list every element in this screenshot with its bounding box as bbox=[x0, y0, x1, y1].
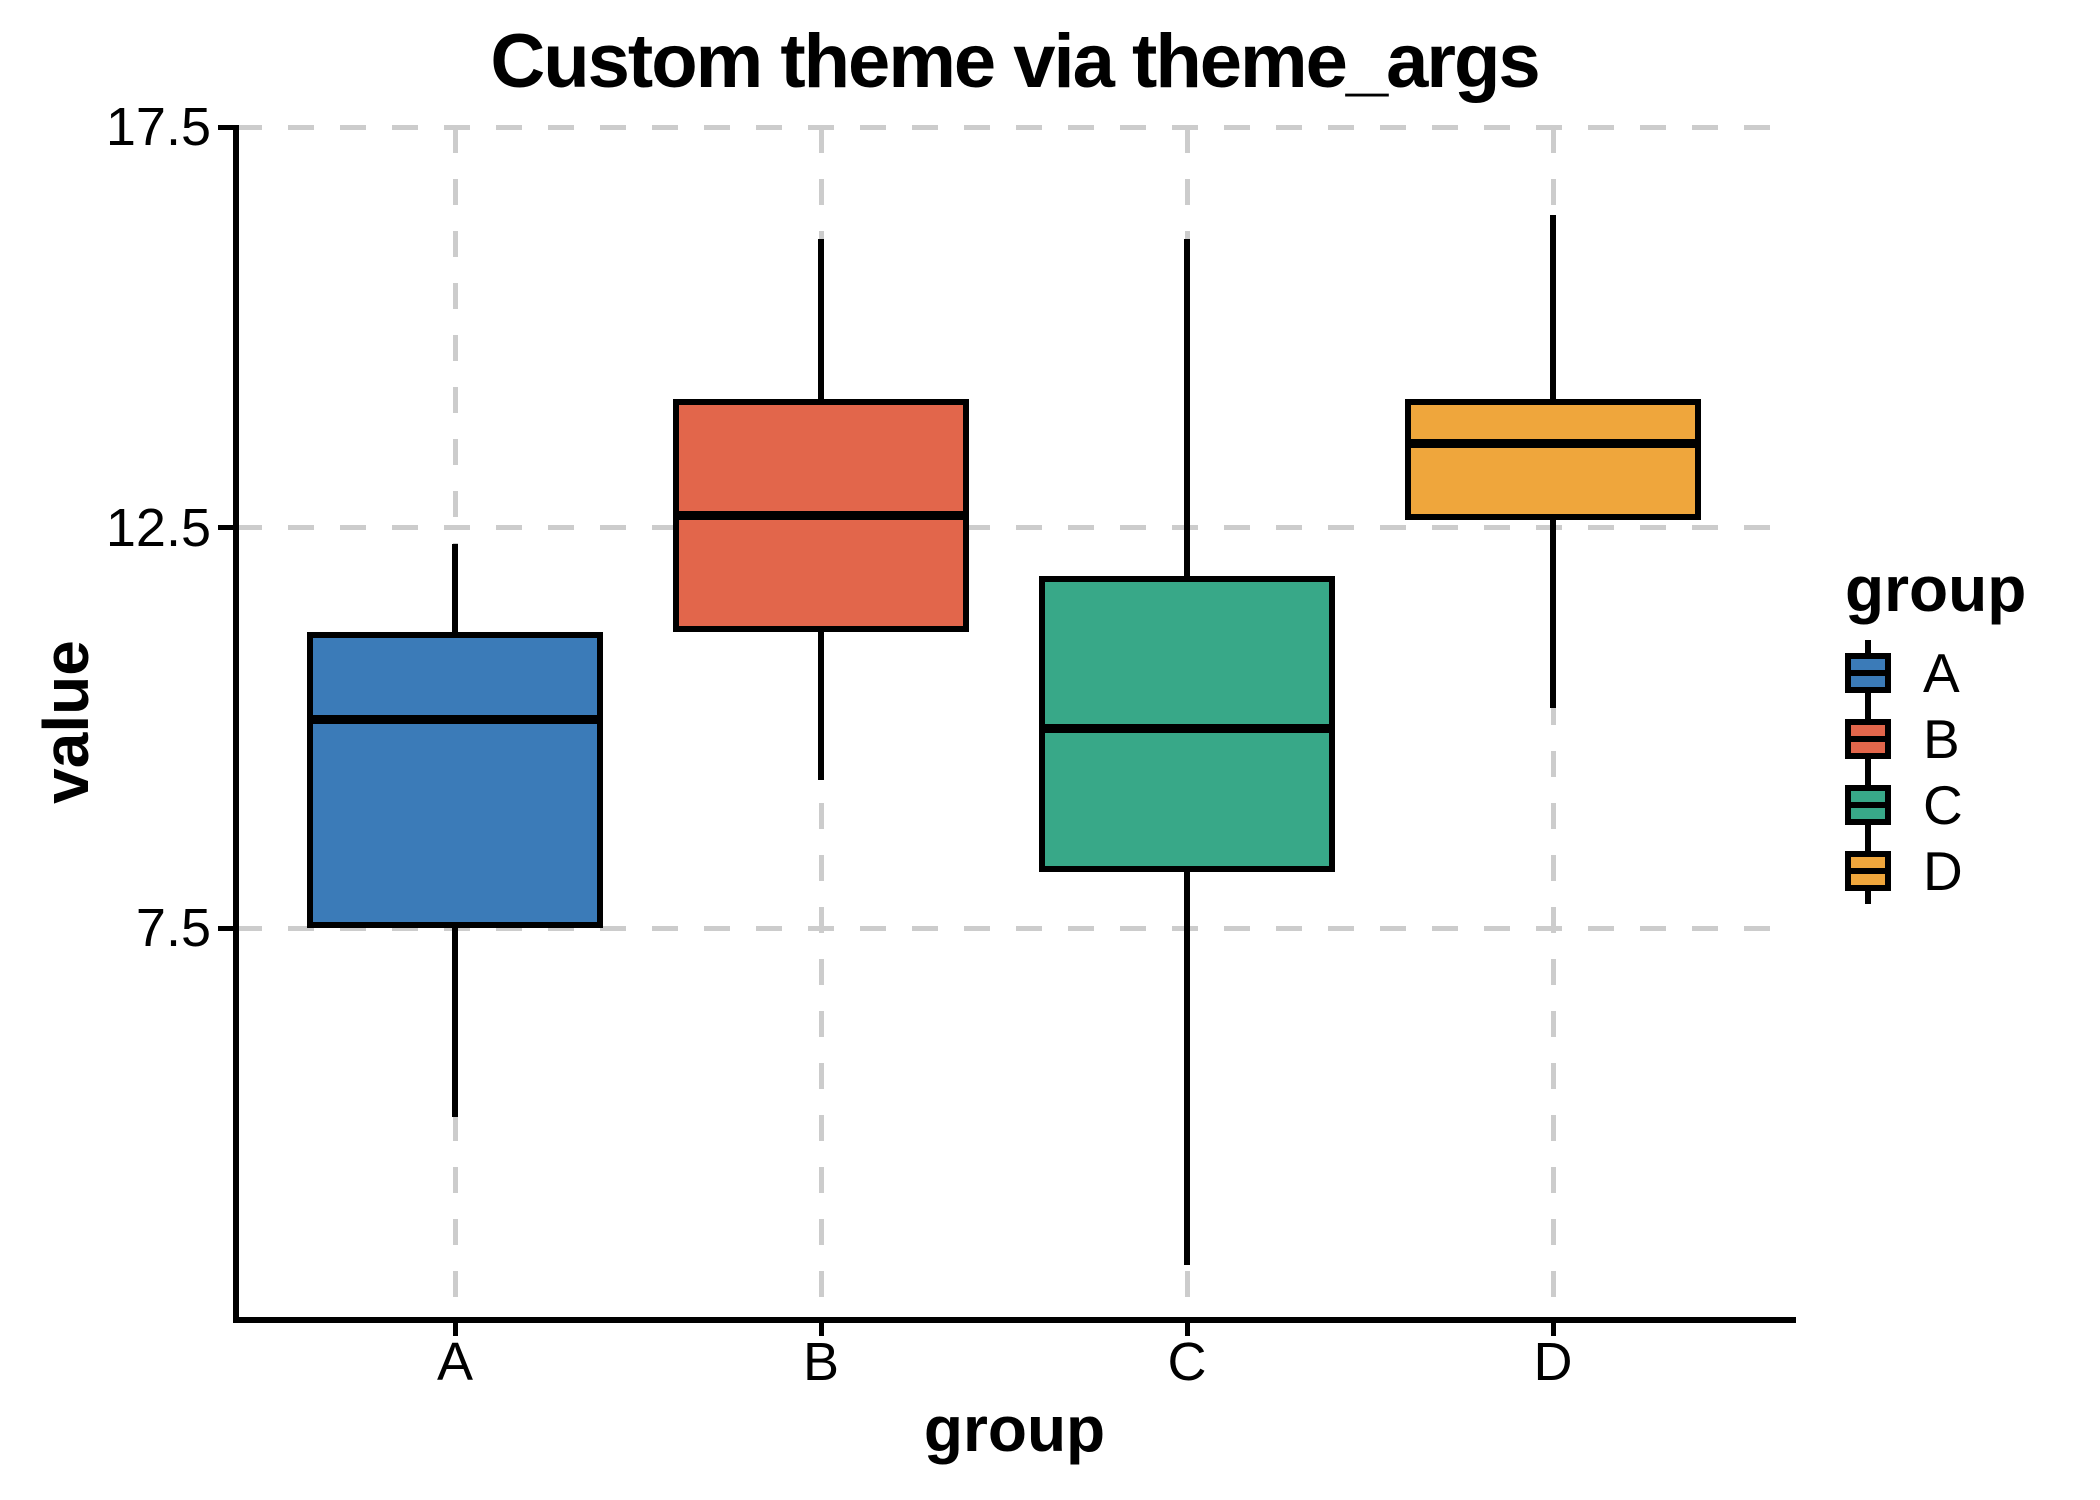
legend-entry-C: C bbox=[1845, 772, 2026, 838]
legend-label-A: A bbox=[1923, 642, 1960, 704]
median-D bbox=[1408, 439, 1698, 449]
legend-key-boxplot-icon-C bbox=[1845, 772, 1891, 838]
whisker-lower-C bbox=[1184, 872, 1190, 1265]
y-axis-spine bbox=[233, 125, 239, 1323]
legend-label-C: C bbox=[1923, 774, 1963, 836]
x-tickmark-D bbox=[1550, 1320, 1556, 1336]
whisker-lower-B bbox=[818, 631, 824, 781]
x-tick-label-D: D bbox=[1533, 1332, 1573, 1392]
legend-key-part bbox=[1865, 759, 1871, 772]
whisker-upper-B bbox=[818, 239, 824, 400]
gridline-y-12.5 bbox=[236, 525, 1793, 531]
legend-entry-A: A bbox=[1845, 640, 2026, 706]
whisker-upper-D bbox=[1550, 215, 1556, 400]
x-tick-label-C: C bbox=[1167, 1332, 1207, 1392]
y-tick-label-17.5: 17.5 bbox=[105, 97, 211, 157]
legend-title: group bbox=[1845, 553, 2027, 625]
box-D bbox=[1405, 399, 1701, 520]
legend-key-boxplot-icon-D bbox=[1845, 838, 1891, 904]
legend-key-part bbox=[1865, 838, 1871, 851]
box-A bbox=[307, 631, 603, 929]
legend-key-part bbox=[1865, 825, 1871, 838]
x-tickmark-A bbox=[452, 1320, 458, 1336]
legend-key-part bbox=[1850, 670, 1886, 676]
x-tickmark-C bbox=[1184, 1320, 1190, 1336]
legend-key-part bbox=[1865, 693, 1871, 706]
legend-entry-B: B bbox=[1845, 706, 2026, 772]
median-C bbox=[1042, 723, 1332, 733]
legend-key-part bbox=[1865, 891, 1871, 904]
y-tick-label-12.5: 12.5 bbox=[105, 497, 211, 558]
y-axis-title-text: value bbox=[30, 640, 102, 804]
legend-key-boxplot-icon-B bbox=[1845, 706, 1891, 772]
legend-key-part bbox=[1850, 868, 1886, 874]
y-tickmark-12.5 bbox=[218, 525, 236, 531]
legend-key-part bbox=[1865, 706, 1871, 719]
legend-key-boxplot-icon-A bbox=[1845, 640, 1891, 706]
legend-label-B: B bbox=[1923, 708, 1960, 770]
whisker-lower-D bbox=[1550, 519, 1556, 708]
legend-key-part bbox=[1865, 772, 1871, 785]
legend-key-part bbox=[1850, 802, 1886, 808]
legend-entry-D: D bbox=[1845, 838, 2026, 904]
gridline-y-17.5 bbox=[236, 124, 1793, 130]
y-tick-label-7.5: 7.5 bbox=[135, 898, 211, 959]
whisker-lower-A bbox=[452, 928, 458, 1117]
gridline-x-D bbox=[1550, 127, 1556, 1317]
x-tick-label-B: B bbox=[802, 1332, 840, 1392]
legend-key-part bbox=[1865, 640, 1871, 653]
x-axis-title: group bbox=[923, 1393, 1106, 1465]
whisker-upper-C bbox=[1184, 239, 1190, 576]
median-A bbox=[310, 715, 600, 725]
gridline-y-7.5 bbox=[236, 925, 1793, 931]
legend-label-D: D bbox=[1923, 840, 1963, 902]
whisker-upper-A bbox=[452, 543, 458, 632]
median-B bbox=[676, 511, 966, 521]
x-axis-spine bbox=[233, 1317, 1796, 1323]
legend-key-part bbox=[1850, 736, 1886, 742]
x-tick-label-A: A bbox=[436, 1332, 474, 1392]
chart-title: Custom theme via theme_args bbox=[490, 19, 1540, 104]
x-tickmark-B bbox=[818, 1320, 824, 1336]
y-tickmark-17.5 bbox=[218, 124, 236, 130]
y-tickmark-7.5 bbox=[218, 925, 236, 931]
